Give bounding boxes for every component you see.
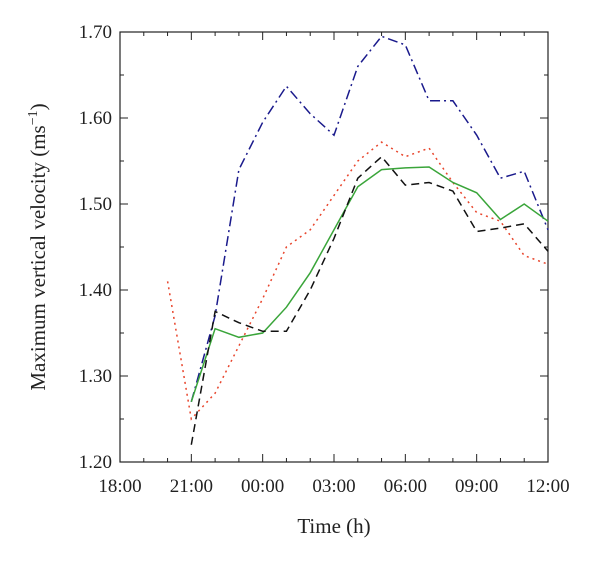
y-tick-label: 1.30	[79, 366, 112, 387]
y-axis-label-unit-sup: −1	[26, 110, 41, 125]
x-tick-label: 09:00	[455, 476, 498, 497]
x-tick-label: 00:00	[241, 476, 284, 497]
series-lines	[166, 35, 549, 445]
y-tick-label: 1.40	[79, 280, 112, 301]
series-line-dashed	[190, 155, 549, 445]
x-tick-label: 18:00	[98, 476, 141, 497]
series-line-dotted	[166, 141, 549, 421]
y-tick-label: 1.60	[79, 108, 112, 129]
series-line-solid	[190, 166, 549, 403]
x-axis-label: Time (h)	[297, 514, 370, 538]
axis-tick-labels: 18:00 21:00 00:00 03:00 06:00 09:00 12:00 1.20 1…	[79, 22, 570, 497]
axis-ticks	[119, 31, 549, 463]
y-axis-label-close: )	[26, 103, 50, 110]
x-tick-label: 03:00	[312, 476, 355, 497]
y-axis-label: Maximum vertical velocity (ms−1)	[26, 103, 50, 390]
y-tick-label: 1.50	[79, 194, 112, 215]
series-line-dash-dot	[190, 35, 549, 403]
y-axis-label-main: Maximum vertical velocity (ms	[26, 125, 50, 390]
x-tick-label: 06:00	[384, 476, 427, 497]
y-tick-label: 1.20	[79, 452, 112, 473]
plot-area-frame	[119, 31, 549, 463]
y-tick-label: 1.70	[79, 22, 112, 43]
x-tick-label: 12:00	[526, 476, 569, 497]
x-tick-label: 21:00	[170, 476, 213, 497]
